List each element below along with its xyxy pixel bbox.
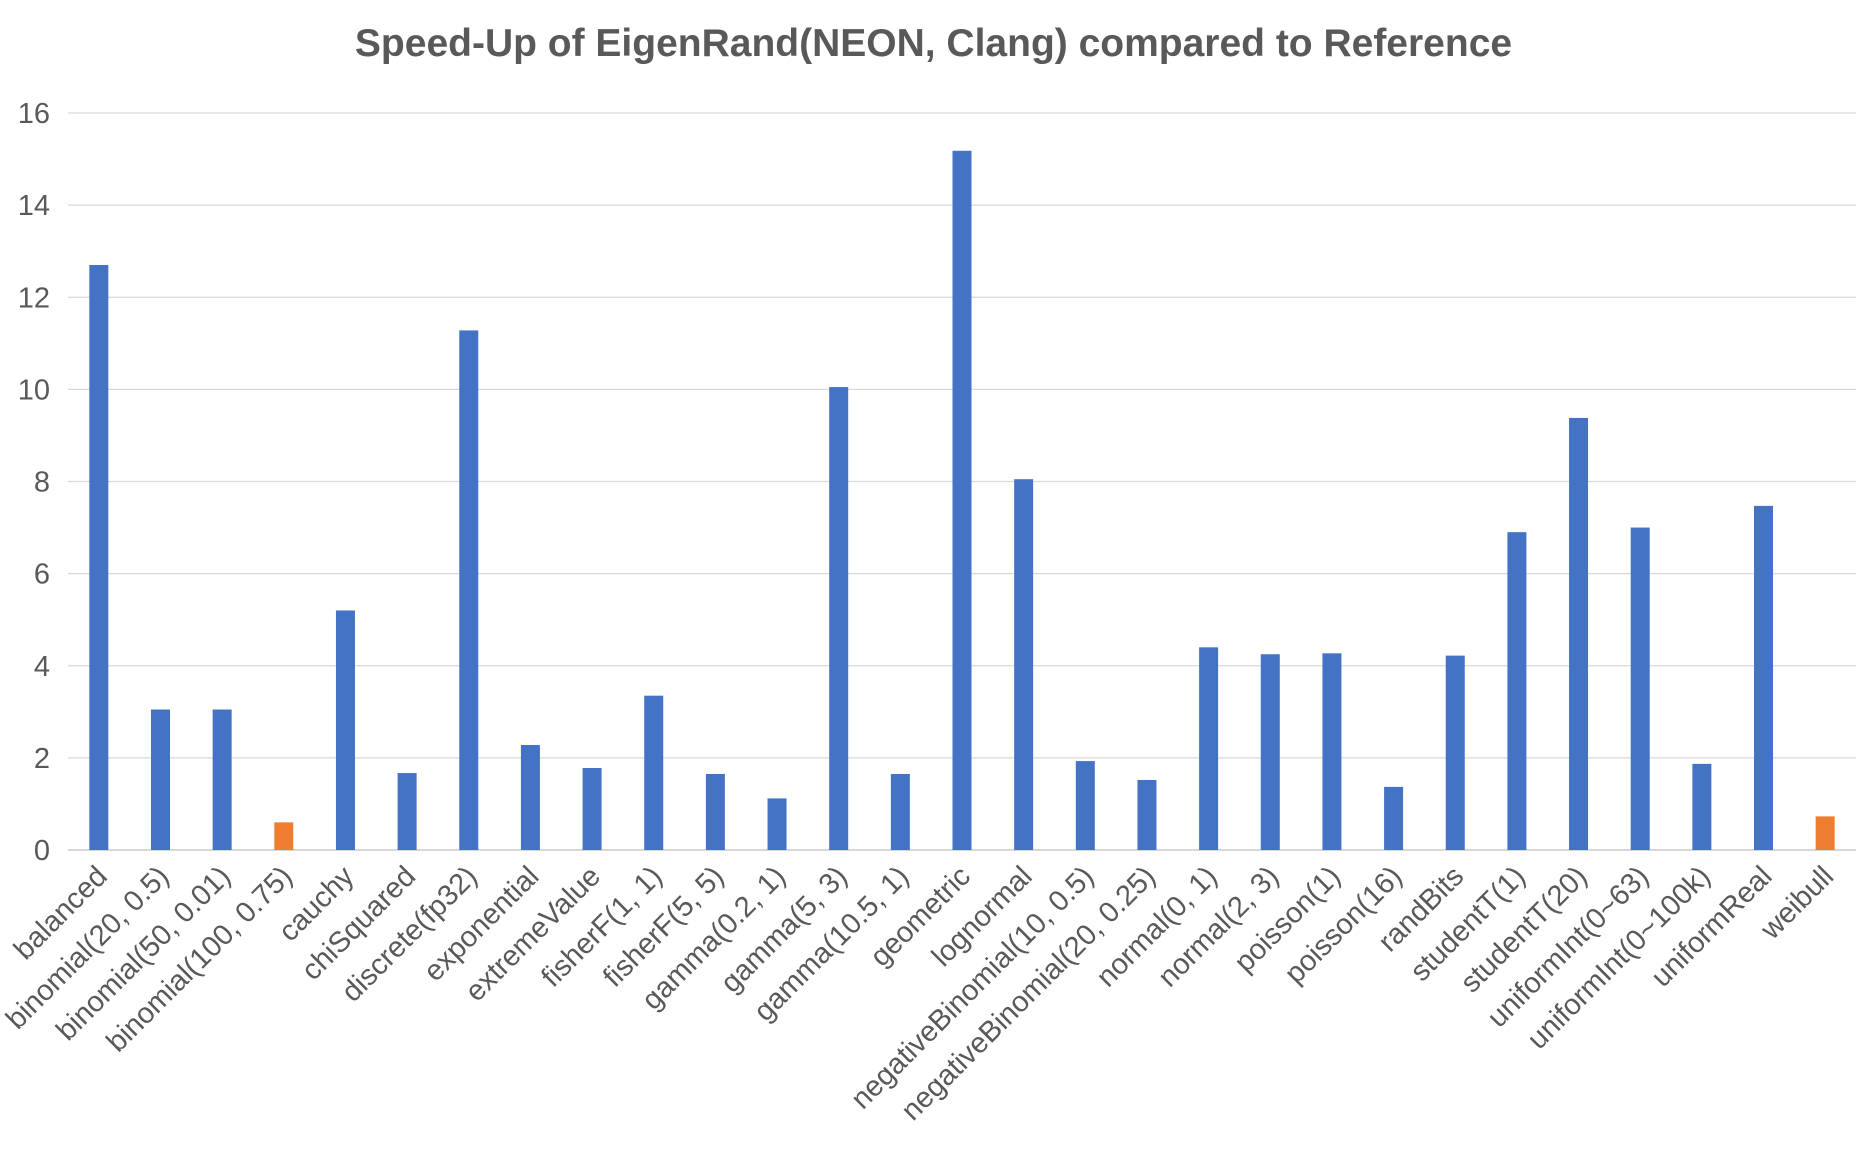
y-tick-label: 8	[34, 467, 50, 499]
bar	[1569, 417, 1589, 850]
y-tick-label: 6	[34, 559, 50, 591]
bar	[397, 773, 417, 850]
bar	[829, 387, 849, 850]
bar	[520, 744, 540, 850]
bar	[1630, 527, 1650, 850]
bar	[644, 695, 664, 850]
bar	[1014, 479, 1034, 850]
bar	[1815, 816, 1835, 850]
bar	[459, 330, 479, 850]
bar	[150, 709, 170, 850]
bar	[89, 265, 109, 851]
bar	[890, 773, 910, 850]
bar	[1137, 779, 1157, 850]
y-tick-label: 4	[34, 651, 50, 683]
y-tick-label: 2	[34, 743, 50, 775]
bar	[1507, 532, 1527, 850]
bar	[1075, 761, 1095, 850]
bar	[335, 610, 355, 850]
bar	[1322, 653, 1342, 850]
bar	[1754, 505, 1774, 850]
y-tick-label: 16	[18, 98, 50, 130]
y-tick-label: 14	[18, 190, 50, 222]
bar	[1384, 786, 1404, 850]
bar	[1260, 654, 1280, 850]
bar	[274, 822, 294, 850]
y-tick-label: 0	[34, 835, 50, 867]
y-tick-label: 12	[18, 282, 50, 314]
bar	[1199, 647, 1219, 850]
chart-title: Speed-Up of EigenRand(NEON, Clang) compa…	[354, 22, 1513, 65]
y-tick-label: 10	[18, 374, 50, 406]
bars	[89, 150, 1835, 851]
bar	[212, 709, 232, 850]
bar	[1445, 655, 1465, 850]
bar	[705, 773, 725, 850]
bar	[582, 768, 602, 850]
bar	[767, 798, 787, 850]
y-axis-tick-labels: 0 2 4 6 8 10 12 14 16	[18, 98, 50, 867]
bar	[952, 150, 972, 851]
bar	[1692, 763, 1712, 850]
